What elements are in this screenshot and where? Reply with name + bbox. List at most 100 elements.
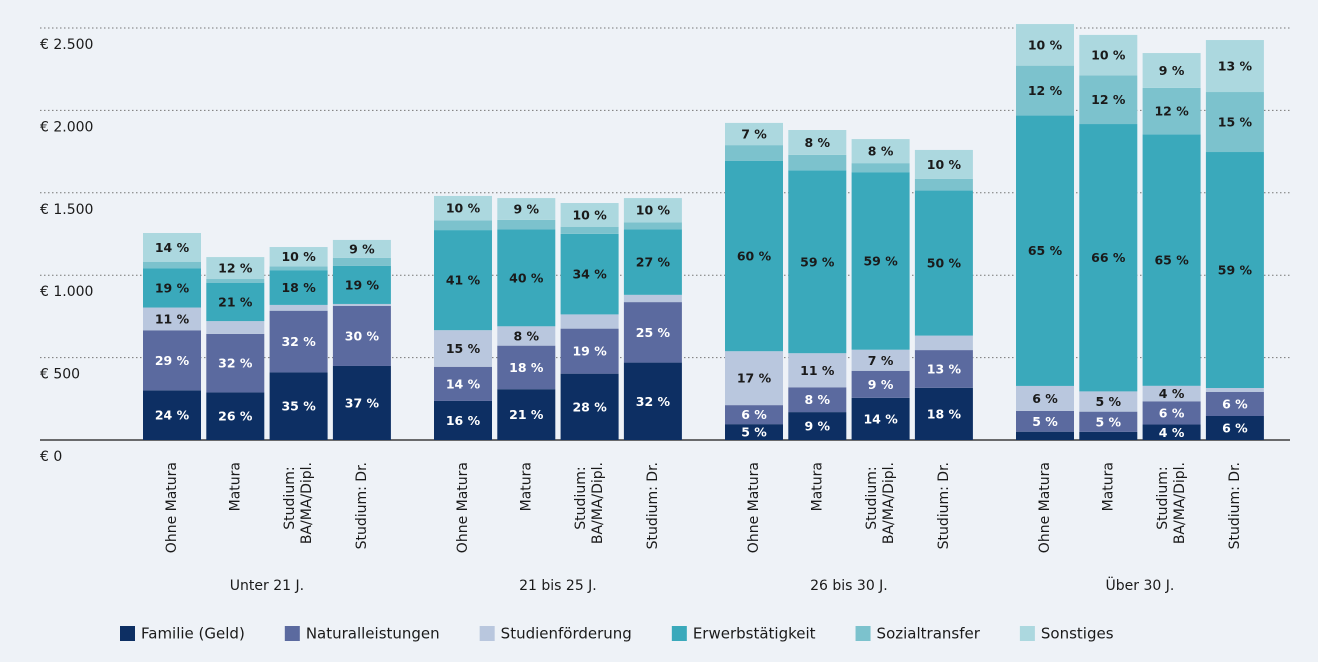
bar-segment: [332, 303, 391, 306]
bar-segment: [788, 387, 847, 413]
data-label: 65 %: [1028, 243, 1063, 258]
data-label: 8 %: [514, 328, 540, 343]
x-tick-label: Studium: BA/MA/Dipl.: [573, 462, 606, 544]
data-label: 12 %: [218, 261, 253, 276]
data-label: 6 %: [1222, 421, 1248, 436]
x-tick-label: Matura: [518, 462, 534, 511]
bar-segment: [497, 326, 556, 346]
bar-segment: [560, 226, 619, 234]
y-tick-label: € 0: [40, 449, 62, 465]
bar-segment: [497, 345, 556, 390]
bar-segment: [851, 397, 910, 440]
x-tick-label: Studium: Dr.: [645, 462, 661, 549]
bar-segment: [1205, 388, 1264, 393]
data-label: 9 %: [1159, 63, 1185, 78]
data-label: 10 %: [1028, 37, 1063, 52]
x-tick-label: Studium: BA/MA/Dipl.: [1155, 462, 1188, 544]
x-tick-label: Matura: [809, 462, 825, 511]
data-label: 18 %: [281, 280, 316, 295]
legend-swatch: [855, 626, 871, 641]
bar-segment: [143, 307, 201, 331]
legend-label: Sonstiges: [1041, 625, 1114, 643]
bar-segment: [914, 149, 973, 179]
bar-segment: [851, 139, 910, 164]
bar-segment: [623, 294, 682, 303]
x-tick-label: Studium: Dr.: [936, 462, 952, 549]
data-label: 8 %: [805, 392, 831, 407]
x-tick-label: Ohne Matura: [746, 462, 762, 553]
bar-segment: [434, 330, 492, 367]
data-label: 4 %: [1159, 386, 1185, 401]
data-label: 30 %: [345, 328, 380, 343]
bar-segment: [788, 130, 847, 155]
data-label: 10 %: [636, 203, 671, 218]
bar-segment: [269, 270, 328, 305]
bar-segment: [1142, 53, 1201, 88]
bar-segment: [206, 392, 265, 440]
bar-segment: [623, 302, 682, 363]
data-label: 8 %: [805, 135, 831, 150]
bar-segment: [269, 266, 328, 271]
x-tick-label: Matura: [1100, 462, 1116, 511]
bar-segment: [497, 219, 556, 230]
data-label: 13 %: [927, 361, 962, 376]
bar-segment: [434, 366, 492, 401]
y-tick-label: € 1.000: [40, 284, 93, 300]
data-label: 10 %: [446, 201, 481, 216]
bar-segment: [788, 412, 847, 440]
legend-swatch: [671, 626, 687, 641]
bar-segment: [725, 160, 783, 352]
bar-segment: [560, 328, 619, 374]
bar-segment: [497, 229, 556, 327]
bar-segment: [332, 265, 391, 304]
data-label: 25 %: [636, 325, 671, 340]
bar-segment: [143, 261, 201, 269]
bar-segment: [725, 145, 783, 161]
x-tick-label: Ohne Matura: [455, 462, 471, 553]
y-tick-label: € 500: [40, 367, 80, 383]
data-label: 60 %: [737, 249, 772, 264]
bar-segment: [269, 310, 328, 373]
bar-segment: [1016, 115, 1074, 386]
bar-segment: [434, 400, 492, 440]
x-tick-label: Studium: BA/MA/Dipl.: [864, 462, 897, 544]
data-label: 7 %: [741, 127, 767, 142]
legend-label: Familie (Geld): [141, 625, 245, 643]
data-label: 9 %: [349, 241, 375, 256]
data-label: 9 %: [805, 419, 831, 434]
data-label: 11 %: [800, 363, 835, 378]
data-label: 5 %: [741, 425, 767, 440]
bar-segment: [206, 333, 265, 393]
bar-segment: [914, 350, 973, 388]
data-label: 32 %: [636, 394, 671, 409]
data-label: 50 %: [927, 256, 962, 271]
data-label: 6 %: [1159, 405, 1185, 420]
group-label: 26 bis 30 J.: [810, 578, 888, 594]
data-label: 37 %: [345, 395, 380, 410]
data-label: 9 %: [868, 377, 894, 392]
legend-swatch: [1019, 626, 1035, 641]
bar-segment: [1079, 431, 1138, 440]
x-tick-label: Studium: Dr.: [1227, 462, 1243, 549]
bar-segment: [434, 230, 492, 331]
data-label: 24 %: [155, 408, 190, 423]
data-label: 9 %: [514, 201, 540, 216]
bar-segment: [1205, 392, 1264, 417]
bar-segment: [1142, 385, 1201, 402]
bar-segment: [1142, 401, 1201, 425]
data-label: 32 %: [218, 356, 253, 371]
data-label: 17 %: [737, 371, 772, 386]
bar-segment: [1079, 34, 1138, 76]
data-label: 16 %: [446, 413, 481, 428]
bar-segment: [788, 353, 847, 388]
legend-swatch: [120, 626, 135, 641]
bar-segment: [332, 239, 391, 258]
data-label: 19 %: [155, 280, 190, 295]
bar-segment: [851, 172, 910, 350]
data-label: 13 %: [1218, 59, 1253, 74]
data-label: 18 %: [927, 406, 962, 421]
legend-swatch: [479, 626, 495, 641]
group-label: Unter 21 J.: [230, 578, 304, 594]
data-label: 28 %: [572, 399, 607, 414]
bar-segment: [1205, 152, 1264, 389]
